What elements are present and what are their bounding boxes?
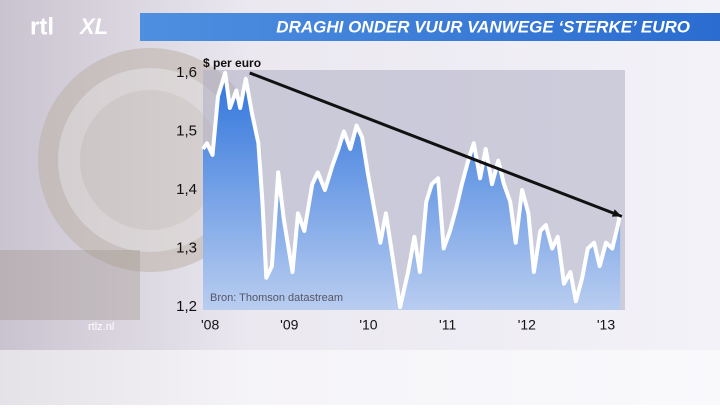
- x-tick-label: '10: [359, 317, 377, 333]
- x-tick-label: '08: [201, 317, 219, 333]
- y-axis-label: $ per euro: [203, 56, 261, 70]
- logo-rtl: rtl: [30, 13, 54, 40]
- title-bar: [140, 13, 720, 41]
- trend-line: [249, 71, 623, 218]
- x-tick-label: '13: [597, 317, 615, 333]
- y-tick-label: 1,6: [176, 64, 197, 81]
- lower-band: [0, 350, 720, 405]
- line: [201, 70, 623, 310]
- y-tick-label: 1,3: [176, 240, 197, 257]
- y-tick-label: 1,2: [176, 298, 197, 315]
- area: [203, 72, 621, 311]
- y-tick-label: 1,5: [176, 122, 197, 139]
- x-tick-label: '09: [280, 317, 298, 333]
- plot: [201, 70, 623, 311]
- chart-title: DRAGHI ONDER VUUR VANWEGE ‘STERKE’ EURO: [276, 17, 690, 36]
- coin-stack: [0, 250, 140, 320]
- logo-xl: XL: [78, 14, 108, 39]
- y-tick-label: 1,4: [176, 181, 197, 198]
- site-label: rtlz.nl: [88, 321, 114, 333]
- x-tick-label: '12: [518, 317, 536, 333]
- trend-arrowhead: [611, 209, 622, 217]
- x-tick-label: '11: [439, 317, 456, 333]
- source: Bron: Thomson datastream: [210, 292, 343, 304]
